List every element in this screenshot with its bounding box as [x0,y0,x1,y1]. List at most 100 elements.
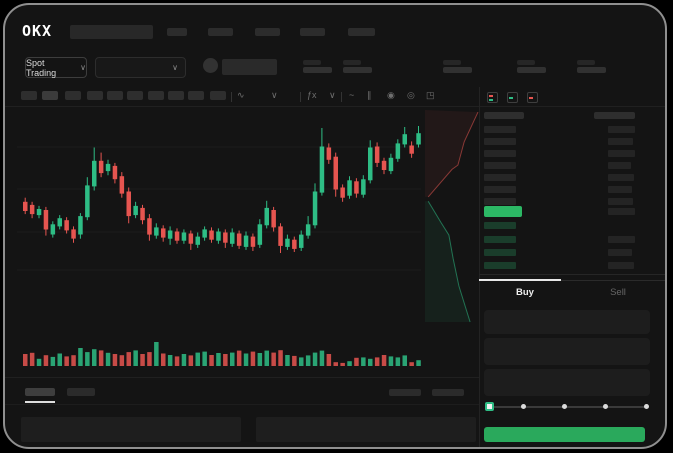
ask-price-placeholder[interactable] [484,186,516,193]
market-type-label: Spot Trading [26,57,57,78]
nav-item-placeholder-4[interactable] [300,28,325,36]
bid-total-placeholder [608,236,635,243]
orders-active-tab-underline [25,401,55,403]
nav-item-placeholder-2[interactable] [208,28,233,36]
icon-color-bar [529,97,533,99]
stat-value-placeholder [517,67,546,73]
orders-filter-placeholder[interactable] [389,389,421,396]
orderbook-price-header-placeholder [484,112,524,119]
ask-price-placeholder[interactable] [484,162,516,169]
ask-price-placeholder[interactable] [484,198,516,205]
slider-stop-dot[interactable] [562,404,567,409]
timeframe-button-placeholder[interactable] [188,91,204,100]
order-amount-field[interactable] [484,338,650,365]
bid-total-placeholder [608,262,634,269]
toolbar-divider [5,106,665,107]
ask-price-placeholder[interactable] [484,150,516,157]
slider-stop-dot[interactable] [521,404,526,409]
snapshot-icon[interactable]: ◉ [387,90,395,100]
chevron-down-icon[interactable]: ∨ [329,90,336,100]
orderbook-split-view-icon[interactable] [487,92,498,103]
nav-item-placeholder-5[interactable] [348,28,375,36]
toolbar-divider [300,92,301,102]
pair-selector[interactable]: ∨ [95,57,186,78]
chart-style-icon[interactable]: ∿ [237,90,245,100]
icon-color-bar [489,99,493,101]
orders-tab-placeholder-active[interactable] [25,388,55,396]
slider-stop-dot[interactable] [644,404,649,409]
active-tab-indicator [479,279,561,281]
stat-label-placeholder [577,60,595,65]
orders-tab-divider [5,404,479,405]
trendline-icon[interactable]: ~ [349,90,355,100]
ask-total-placeholder [608,138,633,145]
candlestick-chart[interactable] [17,108,479,374]
pair-name-placeholder [222,59,277,75]
tab-sell[interactable]: Sell [610,287,626,298]
last-price-pill[interactable] [484,206,522,217]
slider-handle[interactable] [485,402,494,411]
timeframe-button-placeholder[interactable] [168,91,184,100]
timeframe-button-placeholder[interactable] [210,91,226,100]
timeframe-button-placeholder[interactable] [107,91,123,100]
stat-label-placeholder [517,60,535,65]
ask-total-placeholder [608,150,635,157]
ask-total-placeholder [608,162,631,169]
bid-price-placeholder[interactable] [484,249,516,256]
slider-stop-dot[interactable] [603,404,608,409]
orders-filter-placeholder[interactable] [432,389,464,396]
icon-color-bar [489,95,493,97]
timeframe-button-placeholder[interactable] [127,91,143,100]
nav-item-placeholder-1[interactable] [167,28,187,36]
stat-value-placeholder [577,67,606,73]
toolbar-divider [341,92,342,102]
ask-total-placeholder [608,174,634,181]
chevron-down-icon: ∨ [80,63,86,72]
indicators-icon[interactable]: ƒx [307,90,317,100]
global-search-placeholder[interactable] [70,25,153,39]
ask-total-placeholder [608,198,633,205]
market-type-dropdown[interactable]: Spot Trading ∨ [25,57,87,78]
bid-total-placeholder [608,249,632,256]
settings-icon[interactable]: ◎ [407,90,415,100]
app-window: OKX Spot Trading ∨ ∨ Buy Sell ∿ ∨ ƒx ∨ ~ ∥ ◉ ◎ [3,3,667,449]
bid-price-placeholder[interactable] [484,262,516,269]
chart-bottom-divider [5,377,479,378]
pair-coin-icon [203,58,218,73]
stat-value-placeholder [443,67,472,73]
timeframe-button-placeholder[interactable] [87,91,103,100]
ask-total-placeholder [608,186,632,193]
timeframe-button-placeholder[interactable] [148,91,164,100]
timeframe-button-placeholder[interactable] [42,91,58,100]
orderbook-divider [479,274,665,275]
ask-price-placeholder[interactable] [484,138,516,145]
amount-slider-track[interactable] [491,406,648,408]
panel-divider [479,87,480,447]
orderbook-total-header-placeholder [594,112,635,119]
stat-value-placeholder [343,67,372,73]
orders-tab-placeholder[interactable] [67,388,95,396]
order-price-field[interactable] [484,310,650,334]
ask-price-placeholder[interactable] [484,126,516,133]
nav-item-placeholder-3[interactable] [255,28,280,36]
stat-label-placeholder [443,60,461,65]
compare-icon[interactable]: ∥ [367,90,372,100]
tabbar-border [479,280,665,281]
stat-label-placeholder [303,60,321,65]
fullscreen-icon[interactable]: ◳ [426,90,435,100]
timeframe-button-placeholder[interactable] [65,91,81,100]
order-total-field[interactable] [484,369,650,396]
chevron-down-icon: ∨ [172,63,178,72]
ask-price-placeholder[interactable] [484,174,516,181]
buy-submit-button[interactable] [484,427,645,442]
tab-buy[interactable]: Buy [516,287,534,298]
stat-value-placeholder [303,67,332,73]
chevron-down-icon[interactable]: ∨ [271,90,278,100]
okx-logo: OKX [22,22,53,40]
timeframe-button-placeholder[interactable] [21,91,37,100]
orderbook-asks-view-icon[interactable] [527,92,538,103]
bid-price-placeholder[interactable] [484,222,516,229]
orderbook-bids-view-icon[interactable] [507,92,518,103]
bid-price-placeholder[interactable] [484,236,516,243]
